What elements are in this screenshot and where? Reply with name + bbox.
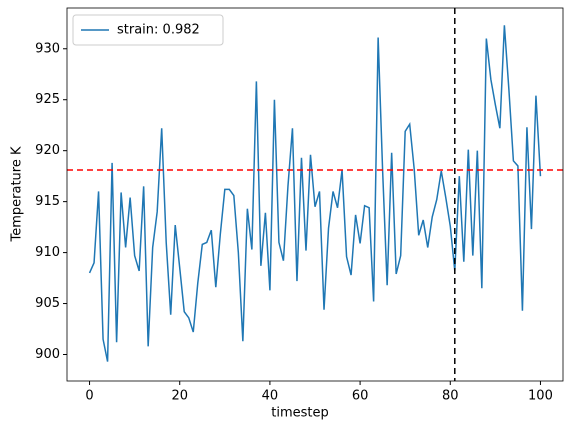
x-tick-label: 20 [171, 389, 188, 404]
x-tick-label: 0 [85, 389, 93, 404]
y-tick-label: 905 [35, 296, 60, 311]
y-tick-label: 930 [35, 41, 60, 56]
x-tick-label: 100 [528, 389, 553, 404]
legend-box [72, 14, 224, 46]
legend-label: strain: 0.982 [117, 23, 200, 38]
x-tick-label: 40 [262, 389, 279, 404]
y-tick-label: 920 [35, 143, 60, 158]
y-axis-label: Temperature K [10, 146, 25, 242]
line-series [88, 25, 542, 362]
y-tick-label: 910 [35, 245, 60, 260]
x-tick-label: 60 [352, 389, 369, 404]
y-tick-label: 900 [35, 347, 60, 362]
y-tick-label: 915 [35, 194, 60, 209]
y-tick-label: 925 [35, 92, 60, 107]
x-tick-label: 80 [442, 389, 459, 404]
x-axis-label: timestep [271, 406, 329, 421]
plot-frame [66, 7, 564, 382]
